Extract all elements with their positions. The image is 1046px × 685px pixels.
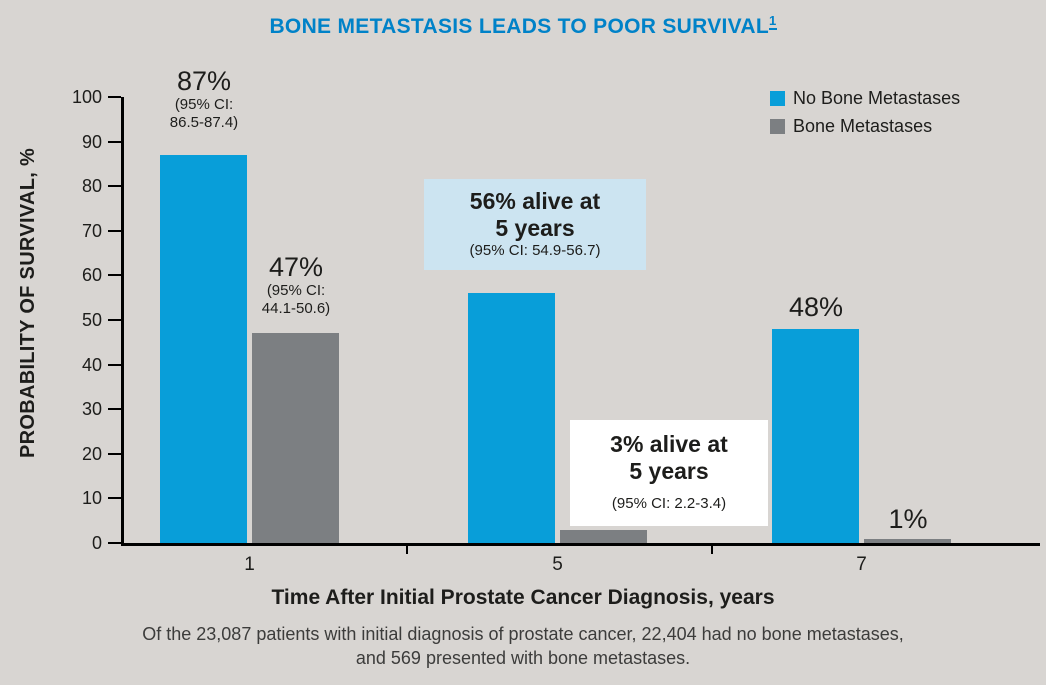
x-axis-category-label: 7 [856, 554, 867, 575]
bar-bone-metastases-year-7 [864, 538, 951, 543]
confidence-interval-line: (95% CI: [174, 96, 234, 113]
bar-value-label: 1% [888, 504, 928, 534]
y-axis-tick-label: 100 [71, 87, 102, 107]
y-axis-tick-label: 70 [81, 220, 102, 241]
y-axis-tick [108, 452, 121, 455]
annotation-year1-no-bone: 87% (95% CI: 86.5-87.4) [143, 66, 265, 132]
title-reference-superscript: 1 [768, 13, 777, 30]
callout-text-line: 5 years [629, 458, 709, 484]
confidence-interval-line: 86.5-87.4) [169, 114, 239, 131]
bar-no-bone-metastases-year-5 [468, 293, 555, 543]
confidence-interval-line: (95% CI: [266, 282, 326, 299]
y-axis-tick-label: 90 [81, 131, 102, 152]
bar-value-label: 87% [176, 66, 232, 96]
x-axis-category-label: 5 [552, 554, 563, 575]
x-axis-category-label: 1 [244, 554, 255, 575]
y-axis-tick [108, 185, 121, 188]
callout-text-line: 56% alive at [469, 188, 601, 214]
legend-label-no-bone-metastases: No Bone Metastases [793, 87, 961, 108]
legend-swatch-bone-metastases [770, 118, 785, 134]
callout-text-line: 5 years [495, 215, 575, 241]
callout-year5-no-bone: 56% alive at 5 years (95% CI: 54.9-56.7) [424, 179, 646, 270]
bar-bone-metastases-year-1 [252, 333, 339, 543]
callout-year5-bone: 3% alive at 5 years (95% CI: 2.2-3.4) [570, 420, 768, 526]
bar-value-label: 48% [788, 292, 844, 322]
callout-text-line: 3% alive at [610, 431, 728, 457]
bar-no-bone-metastases-year-7 [772, 328, 859, 543]
y-axis-tick-label: 50 [81, 310, 102, 330]
footnote: Of the 23,087 patients with initial diag… [0, 622, 1046, 670]
y-axis-tick [108, 140, 121, 143]
footnote-line-2: and 569 presented with bone metastases. [355, 648, 691, 668]
y-axis-tick-label: 40 [81, 354, 102, 375]
legend: No Bone Metastases Bone Metastases [770, 84, 960, 140]
y-axis-tick-label: 80 [81, 176, 102, 197]
confidence-interval-line: 44.1-50.6) [261, 300, 331, 317]
bar-value-label: 47% [268, 252, 324, 282]
y-axis-tick [108, 408, 121, 411]
y-axis-title: PROBABILITY OF SURVIVAL, % [17, 147, 39, 459]
confidence-interval-line: (95% CI: 54.9-56.7) [469, 242, 601, 259]
footnote-line-1: Of the 23,087 patients with initial diag… [142, 624, 904, 644]
annotation-year1-bone: 47% (95% CI: 44.1-50.6) [235, 252, 357, 318]
y-axis-tick [108, 363, 121, 366]
y-axis-tick [108, 497, 121, 500]
bar-no-bone-metastases-year-1 [160, 154, 247, 543]
plot-area: 0 10 20 30 40 50 60 70 80 90 100 1 5 7 [72, 87, 1040, 575]
legend-item-bone-metastases: Bone Metastases [770, 112, 960, 140]
chart-title-text: BONE METASTASIS LEADS TO POOR SURVIVAL [269, 15, 769, 38]
y-axis-tick [108, 274, 121, 277]
legend-item-no-bone-metastases: No Bone Metastases [770, 84, 960, 112]
y-axis-tick-label: 60 [81, 265, 102, 286]
y-axis-tick [108, 229, 121, 232]
y-axis-tick-label: 10 [81, 488, 102, 509]
annotation-year7-bone: 1% [847, 504, 969, 534]
bar-bone-metastases-year-5 [560, 529, 647, 543]
annotation-year7-no-bone: 48% [755, 292, 877, 322]
x-axis-title: Time After Initial Prostate Cancer Diagn… [271, 586, 775, 609]
confidence-interval-line: (95% CI: 2.2-3.4) [611, 495, 727, 512]
y-axis-tick [108, 319, 121, 321]
y-axis-tick-label: 0 [91, 533, 102, 553]
x-axis-tick [406, 543, 408, 554]
y-axis-tick [108, 96, 121, 98]
chart-title: BONE METASTASIS LEADS TO POOR SURVIVAL1 [0, 13, 1046, 39]
y-axis-tick-label: 30 [81, 399, 102, 420]
y-axis-tick-label: 20 [81, 443, 102, 464]
legend-swatch-no-bone-metastases [770, 90, 785, 106]
y-axis-tick [108, 542, 121, 544]
x-axis-tick [711, 543, 713, 554]
legend-label-bone-metastases: Bone Metastases [793, 115, 933, 136]
